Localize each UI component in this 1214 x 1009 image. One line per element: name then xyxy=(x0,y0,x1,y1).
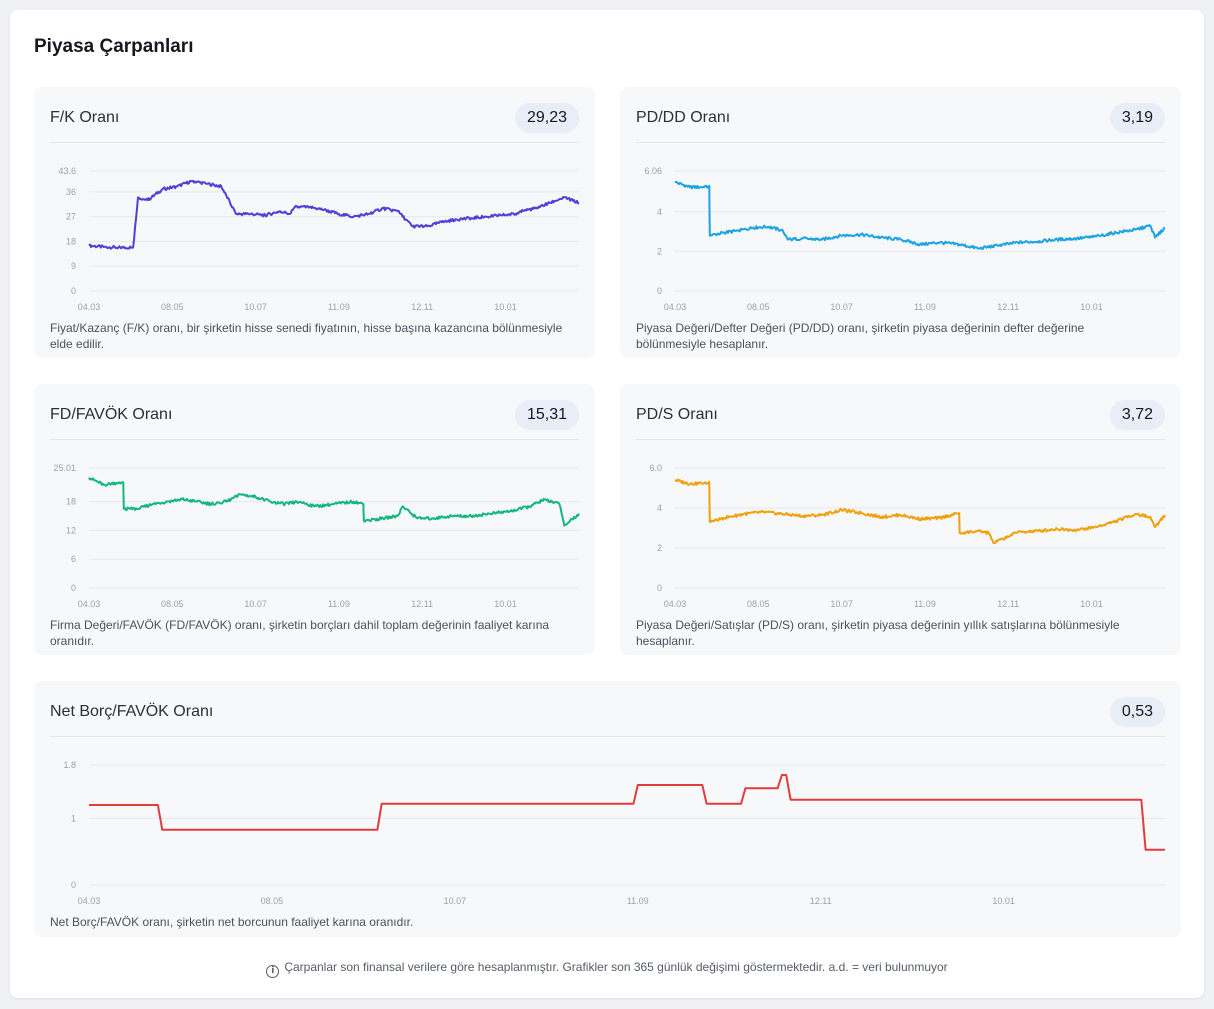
footer-text: Çarpanlar son finansal verilere göre hes… xyxy=(284,960,948,974)
x-tick-label: 10.07 xyxy=(444,896,467,906)
x-tick-label: 11.09 xyxy=(627,896,649,906)
y-tick-label: 18 xyxy=(66,497,76,507)
value-badge: 3,19 xyxy=(1109,103,1165,133)
y-tick-label: 0 xyxy=(657,286,662,296)
x-tick-label: 10.01 xyxy=(1080,302,1103,312)
divider xyxy=(636,142,1165,143)
page-title: Piyasa Çarpanları xyxy=(34,36,194,57)
value-badge: 15,31 xyxy=(514,400,579,430)
y-tick-label: 0 xyxy=(657,583,662,593)
y-tick-label: 0 xyxy=(71,880,76,890)
card-title: PD/DD Oranı xyxy=(636,109,731,126)
ev-ebitda-chart: 0 6 12 18 25.01 04.03 08.05 10.07 11.09 12.11 10.0… xyxy=(53,463,580,609)
x-tick-label: 08.05 xyxy=(261,896,284,906)
card-description: Net Borç/FAVÖK oranı, şirketin net borcu… xyxy=(50,915,414,929)
card-title: PD/S Oranı xyxy=(636,406,718,423)
x-tick-label: 10.01 xyxy=(992,896,1015,906)
card-description: Firma Değeri/FAVÖK (FD/FAVÖK) oranı, şir… xyxy=(50,618,550,648)
x-tick-label: 10.07 xyxy=(830,599,853,609)
card-title: FD/FAVÖK Oranı xyxy=(50,406,173,423)
card-description: Piyasa Değeri/Satışlar (PD/S) oranı, şir… xyxy=(636,618,1120,648)
series-line xyxy=(88,477,580,527)
series-line xyxy=(674,180,1166,251)
x-tick-label: 04.03 xyxy=(664,302,687,312)
series-line xyxy=(89,774,1165,851)
x-tick-label: 08.05 xyxy=(161,599,184,609)
x-tick-label: 12.11 xyxy=(810,896,832,906)
footer-note: i Çarpanlar son finansal verilere göre he… xyxy=(10,960,1204,978)
y-tick-label: 0 xyxy=(71,286,76,296)
y-tick-label: 18 xyxy=(66,236,76,246)
value-badge: 0,53 xyxy=(1109,697,1165,727)
card-title: Net Borç/FAVÖK Oranı xyxy=(50,703,214,720)
y-tick-label: 43.6 xyxy=(58,166,76,176)
x-tick-label: 11.09 xyxy=(914,599,936,609)
card-description: Fiyat/Kazanç (F/K) oranı, bir şirketin h… xyxy=(50,321,563,351)
x-tick-label: 08.05 xyxy=(747,302,770,312)
y-tick-label: 1 xyxy=(71,813,76,823)
x-tick-label: 11.09 xyxy=(914,302,936,312)
value-badge: 3,72 xyxy=(1109,400,1165,430)
divider xyxy=(50,439,579,440)
x-tick-label: 10.01 xyxy=(494,599,517,609)
x-tick-label: 10.01 xyxy=(1080,599,1103,609)
y-tick-label: 25.01 xyxy=(53,463,76,473)
x-tick-label: 11.09 xyxy=(328,599,350,609)
y-tick-label: 27 xyxy=(66,212,76,222)
value-badge: 29,23 xyxy=(514,103,579,133)
y-tick-label: 4 xyxy=(657,503,662,513)
card-title: F/K Oranı xyxy=(50,109,120,126)
y-tick-label: 12 xyxy=(66,525,76,535)
y-tick-label: 6 xyxy=(71,554,76,564)
x-tick-label: 08.05 xyxy=(161,302,184,312)
y-tick-label: 2 xyxy=(657,543,662,553)
x-tick-label: 04.03 xyxy=(664,599,687,609)
pb-ratio-card: PD/DD Oranı 3,19 0 2 4 6.06 04.03 08.05 10.07 1… xyxy=(620,87,1181,358)
x-tick-label: 10.07 xyxy=(244,302,267,312)
pb-ratio-chart: 0 2 4 6.06 04.03 08.05 10.07 11.09 12.11 10.01 xyxy=(644,166,1166,312)
y-tick-label: 9 xyxy=(71,261,76,271)
y-tick-label: 2 xyxy=(657,246,662,256)
x-tick-label: 12.11 xyxy=(997,302,1019,312)
y-tick-label: 6.06 xyxy=(644,166,662,176)
net-debt-ebitda-card: Net Borç/FAVÖK Oranı 0,53 0 1 1.8 04.03 08.0… xyxy=(34,681,1181,937)
market-multiples-panel: Piyasa Çarpanları F/K Oranı 29,23 0 9 18 27… xyxy=(10,10,1204,998)
x-tick-label: 12.11 xyxy=(997,599,1019,609)
x-tick-label: 10.07 xyxy=(830,302,853,312)
y-tick-label: 0 xyxy=(71,583,76,593)
ps-ratio-card: PD/S Oranı 3,72 0 2 4 6.0 04.03 08.05 10.07 11.… xyxy=(620,384,1181,655)
y-tick-label: 36 xyxy=(66,187,76,197)
x-tick-label: 04.03 xyxy=(78,896,101,906)
x-tick-label: 08.05 xyxy=(747,599,770,609)
y-tick-label: 6.0 xyxy=(649,463,662,473)
y-tick-label: 4 xyxy=(657,207,662,217)
series-line xyxy=(88,179,580,250)
divider xyxy=(50,142,579,143)
x-tick-label: 12.11 xyxy=(411,599,433,609)
info-icon: i xyxy=(266,965,280,978)
pe-ratio-card: F/K Oranı 29,23 0 9 18 27 36 43.6 04.03 08.05 10… xyxy=(34,87,595,358)
card-description: Piyasa Değeri/Defter Değeri (PD/DD) oran… xyxy=(636,321,1085,351)
x-tick-label: 04.03 xyxy=(78,599,101,609)
x-tick-label: 10.01 xyxy=(494,302,517,312)
pe-ratio-chart: 0 9 18 27 36 43.6 04.03 08.05 10.07 11.09 12.11 10.… xyxy=(58,166,580,312)
x-tick-label: 12.11 xyxy=(411,302,433,312)
ev-ebitda-card: FD/FAVÖK Oranı 15,31 0 6 12 18 25.01 04.03 08.… xyxy=(34,384,595,655)
y-tick-label: 1.8 xyxy=(63,760,76,770)
x-tick-label: 04.03 xyxy=(78,302,101,312)
series-line xyxy=(674,478,1166,544)
x-tick-label: 11.09 xyxy=(328,302,350,312)
divider xyxy=(636,439,1165,440)
x-tick-label: 10.07 xyxy=(244,599,267,609)
divider xyxy=(50,736,1165,737)
ps-ratio-chart: 0 2 4 6.0 04.03 08.05 10.07 11.09 12.11 10.01 xyxy=(649,463,1166,609)
net-debt-ebitda-chart: 0 1 1.8 04.03 08.05 10.07 11.09 12.11 10.01 xyxy=(63,760,1165,906)
